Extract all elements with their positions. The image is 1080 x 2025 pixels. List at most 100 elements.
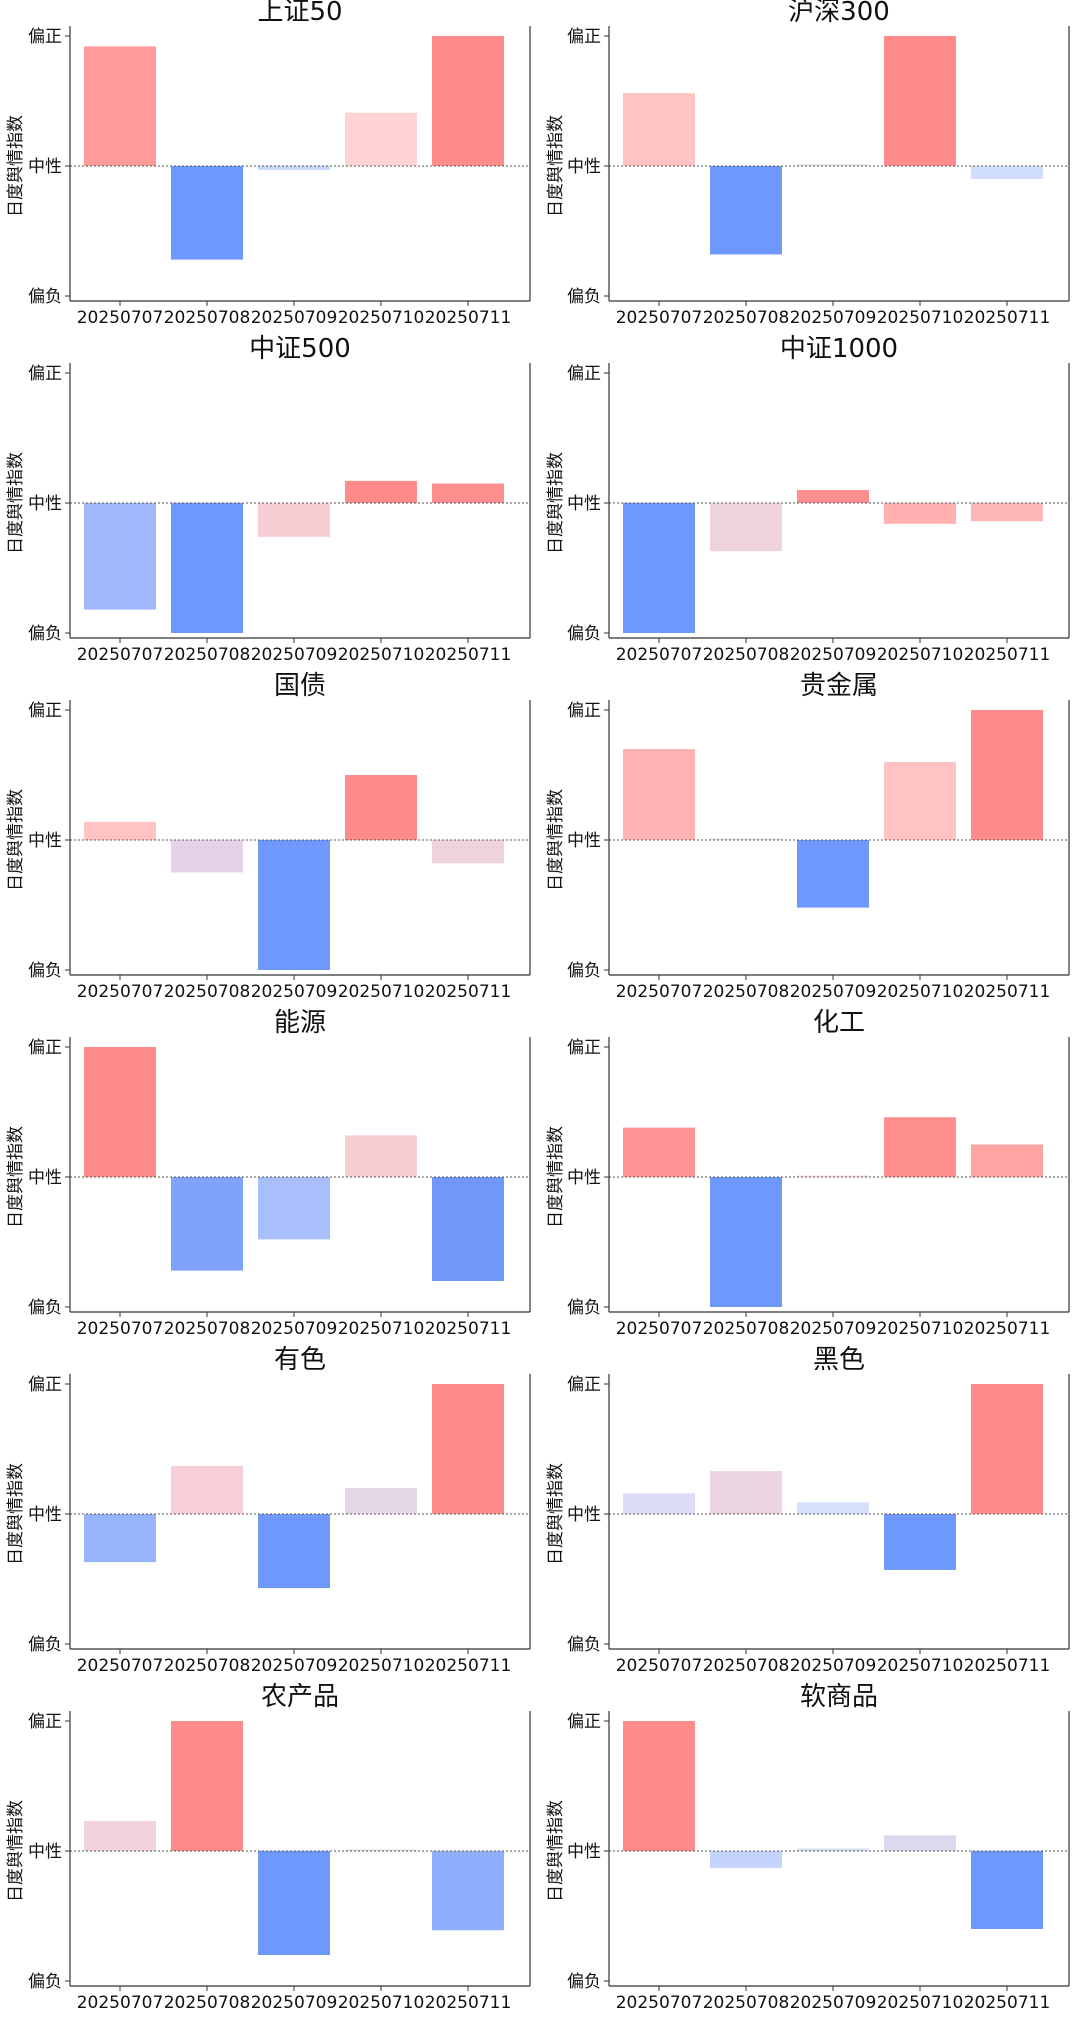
y-tick-label: 偏正	[28, 1375, 62, 1395]
x-tick-label: 20250709	[251, 982, 338, 1002]
x-tick-label: 20250711	[964, 645, 1051, 665]
y-tick-label: 中性	[28, 1842, 62, 1862]
x-tick-label: 20250709	[251, 645, 338, 665]
y-axis-label: 日度舆情指数	[6, 1800, 26, 1902]
y-axis-label: 日度舆情指数	[6, 1463, 26, 1565]
bar	[84, 503, 156, 610]
bar	[258, 166, 330, 170]
x-tick-label: 20250707	[77, 1319, 164, 1339]
x-tick-label: 20250710	[877, 1656, 964, 1676]
bar	[258, 1851, 330, 1955]
y-tick-label: 偏正	[28, 364, 62, 384]
x-tick-label: 20250711	[964, 308, 1051, 328]
x-tick-label: 20250708	[164, 982, 251, 1002]
bar	[884, 503, 956, 524]
y-tick-label: 中性	[28, 494, 62, 514]
x-tick-label: 20250707	[616, 1656, 703, 1676]
x-tick-label: 20250711	[425, 645, 512, 665]
bar	[710, 503, 782, 552]
x-tick-label: 20250710	[338, 1993, 425, 2013]
x-tick-label: 20250711	[425, 1993, 512, 2013]
x-tick-label: 20250709	[251, 1656, 338, 1676]
y-axis-label: 日度舆情指数	[546, 1800, 566, 1902]
bar	[84, 1821, 156, 1851]
bar	[797, 1175, 869, 1177]
x-tick-label: 20250710	[338, 308, 425, 328]
bar	[258, 840, 330, 970]
bar	[171, 503, 243, 633]
y-tick-label: 中性	[28, 831, 62, 851]
chart-title: 沪深300	[788, 0, 890, 27]
bar	[623, 1127, 695, 1177]
bar	[797, 1502, 869, 1514]
bar	[258, 503, 330, 537]
x-tick-label: 20250707	[77, 308, 164, 328]
bar	[884, 1835, 956, 1851]
bar	[884, 762, 956, 840]
bar	[345, 775, 417, 840]
bar	[84, 1514, 156, 1563]
bar	[84, 821, 156, 840]
bar	[623, 93, 695, 166]
y-tick-label: 中性	[567, 494, 601, 514]
x-tick-label: 20250708	[703, 645, 790, 665]
y-tick-label: 偏正	[567, 27, 601, 47]
bar	[432, 483, 504, 503]
y-tick-label: 偏负	[567, 961, 601, 981]
y-tick-label: 偏正	[567, 1712, 601, 1732]
bar	[971, 503, 1043, 522]
y-tick-label: 偏负	[28, 1972, 62, 1992]
y-tick-label: 偏负	[28, 624, 62, 644]
bar	[971, 710, 1043, 840]
y-axis-label: 日度舆情指数	[6, 115, 26, 217]
x-tick-label: 20250711	[964, 982, 1051, 1002]
y-tick-label: 偏正	[567, 1038, 601, 1058]
x-tick-label: 20250708	[703, 308, 790, 328]
chart-title: 黑色	[813, 1345, 865, 1375]
bar	[710, 166, 782, 255]
y-axis-label: 日度舆情指数	[546, 115, 566, 217]
bar	[171, 166, 243, 260]
bar	[623, 1721, 695, 1851]
chart-title: 中证1000	[780, 334, 898, 364]
y-tick-label: 中性	[567, 831, 601, 851]
x-tick-label: 20250708	[164, 308, 251, 328]
y-tick-label: 偏负	[567, 624, 601, 644]
bar	[345, 1135, 417, 1177]
bar	[432, 1384, 504, 1514]
y-tick-label: 偏正	[567, 701, 601, 721]
x-tick-label: 20250707	[616, 1993, 703, 2013]
bar	[171, 840, 243, 873]
y-axis-label: 日度舆情指数	[6, 452, 26, 554]
y-tick-label: 偏负	[28, 1298, 62, 1318]
y-tick-label: 中性	[28, 1168, 62, 1188]
x-tick-label: 20250710	[338, 1319, 425, 1339]
x-tick-label: 20250710	[877, 1993, 964, 2013]
bar	[884, 1514, 956, 1570]
y-tick-label: 中性	[567, 1168, 601, 1188]
bar	[84, 1047, 156, 1177]
bar	[623, 503, 695, 633]
chart-title: 有色	[274, 1345, 326, 1375]
y-tick-label: 偏负	[567, 1972, 601, 1992]
bar	[345, 1849, 417, 1851]
y-tick-label: 偏负	[567, 1635, 601, 1655]
y-axis-label: 日度舆情指数	[546, 1126, 566, 1228]
bar	[345, 112, 417, 166]
x-tick-label: 20250711	[425, 982, 512, 1002]
x-tick-label: 20250711	[964, 1319, 1051, 1339]
bar	[797, 490, 869, 503]
x-tick-label: 20250707	[616, 1319, 703, 1339]
y-tick-label: 中性	[28, 1505, 62, 1525]
x-tick-label: 20250711	[425, 1319, 512, 1339]
bar	[797, 1848, 869, 1851]
bar	[710, 838, 782, 840]
x-tick-label: 20250707	[77, 1656, 164, 1676]
